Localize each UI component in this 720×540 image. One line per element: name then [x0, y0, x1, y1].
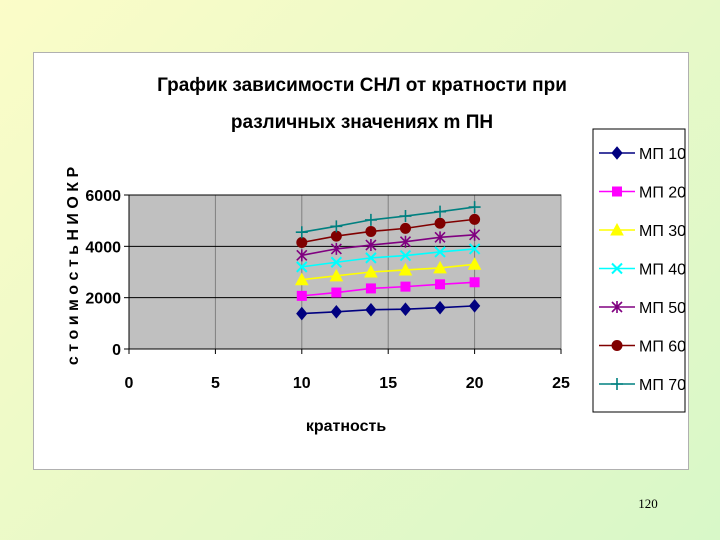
legend-label-5: МП 50	[639, 300, 686, 317]
series-line-1	[301, 305, 475, 315]
legend-marker-7	[611, 378, 623, 390]
data-point-s3-2	[329, 268, 344, 282]
legend-box	[592, 128, 686, 413]
data-point-s2-4	[400, 281, 411, 292]
plot-area: 0 5 10 15 20 25 0 2000 4000 6000	[85, 188, 570, 392]
series-line-2	[301, 281, 475, 297]
y-tick-label: 6000	[85, 188, 121, 205]
data-point-s5-1	[296, 249, 308, 262]
data-point-s5-5	[434, 231, 446, 244]
data-point-s1-5	[434, 300, 446, 315]
data-point-s3-5	[433, 260, 447, 274]
data-point-s2-2	[331, 287, 342, 298]
data-point-s7-3	[364, 213, 377, 226]
legend-label-3: МП 30	[639, 223, 686, 240]
series-line-3	[301, 263, 475, 281]
data-point-s3-1	[294, 272, 309, 286]
series-line-6	[301, 218, 475, 244]
y-axis-title: с т о и м о с т ь Н И О К Р	[65, 167, 82, 366]
data-point-s2-5	[435, 279, 446, 290]
x-tick-label: 25	[552, 375, 570, 392]
data-point-s4-6	[468, 243, 481, 255]
page-number: 120	[638, 496, 658, 511]
chart-title-line1: График зависимости СНЛ от кратности при	[157, 75, 567, 96]
legend-label-4: МП 40	[639, 262, 686, 279]
data-point-s1-4	[399, 302, 412, 316]
data-point-s4-3	[365, 252, 377, 264]
chart-title-line2: различных значениях m ПН	[231, 112, 493, 133]
data-point-s4-4	[399, 249, 412, 262]
x-tick-label: 20	[466, 375, 484, 392]
x-tick-label: 15	[379, 375, 397, 392]
data-point-s4-2	[330, 256, 343, 268]
data-point-s4-5	[434, 246, 446, 258]
series-line-4	[301, 248, 475, 268]
data-point-s2-1	[296, 290, 307, 301]
legend-marker-2	[612, 186, 622, 197]
data-point-s3-3	[364, 264, 378, 278]
data-point-s5-6	[469, 228, 481, 241]
data-point-s6-3	[365, 225, 377, 237]
legend-marker-1	[611, 146, 623, 160]
data-point-s2-6	[469, 277, 480, 288]
data-point-s1-3	[365, 302, 377, 317]
data-point-s6-1	[296, 236, 308, 248]
data-point-s3-4	[398, 262, 413, 276]
legend-marker-6	[611, 340, 623, 351]
data-point-s3-6	[467, 257, 482, 270]
x-tick-label: 5	[211, 375, 220, 392]
data-point-s6-2	[330, 230, 342, 242]
legend-marker-3	[610, 222, 624, 236]
data-point-s5-3	[365, 239, 377, 252]
legend-label-1: МП 10	[639, 146, 686, 163]
data-point-s6-4	[399, 222, 411, 234]
data-point-s1-6	[468, 299, 481, 313]
legend-label-7: МП 70	[639, 377, 686, 394]
legend-marker-5	[611, 301, 623, 313]
data-point-s7-6	[468, 201, 481, 214]
line-chart: График зависимости СНЛ от кратности при …	[65, 75, 686, 435]
data-point-s6-6	[469, 213, 481, 225]
chart-frame: График зависимости СНЛ от кратности при …	[33, 52, 689, 470]
data-point-s4-1	[296, 261, 308, 273]
legend-label-2: МП 20	[639, 185, 686, 202]
plot-background	[128, 194, 562, 350]
legend-marker-4	[611, 262, 623, 275]
legend-label-6: МП 60	[639, 339, 686, 356]
data-point-s7-1	[295, 226, 308, 239]
x-tick-label: 10	[293, 375, 311, 392]
data-point-s2-3	[365, 283, 376, 294]
data-point-s7-4	[399, 210, 412, 223]
data-point-s5-2	[330, 242, 342, 255]
series-line-5	[301, 233, 475, 257]
data-point-s7-2	[330, 220, 343, 233]
y-tick-label: 0	[112, 342, 121, 359]
data-point-s6-5	[434, 217, 446, 229]
x-axis-title: кратность	[306, 418, 386, 435]
x-tick-label: 0	[125, 375, 134, 392]
y-tick-label: 2000	[85, 291, 121, 308]
data-point-s1-2	[330, 305, 343, 319]
data-point-s7-5	[434, 205, 447, 218]
data-point-s5-4	[399, 235, 412, 248]
y-tick-label: 4000	[85, 239, 121, 256]
legend: МП 10 МП 20 МП 30 МП 40 МП 50 МП 60 МП 70	[592, 128, 686, 413]
data-point-s1-1	[296, 306, 308, 321]
